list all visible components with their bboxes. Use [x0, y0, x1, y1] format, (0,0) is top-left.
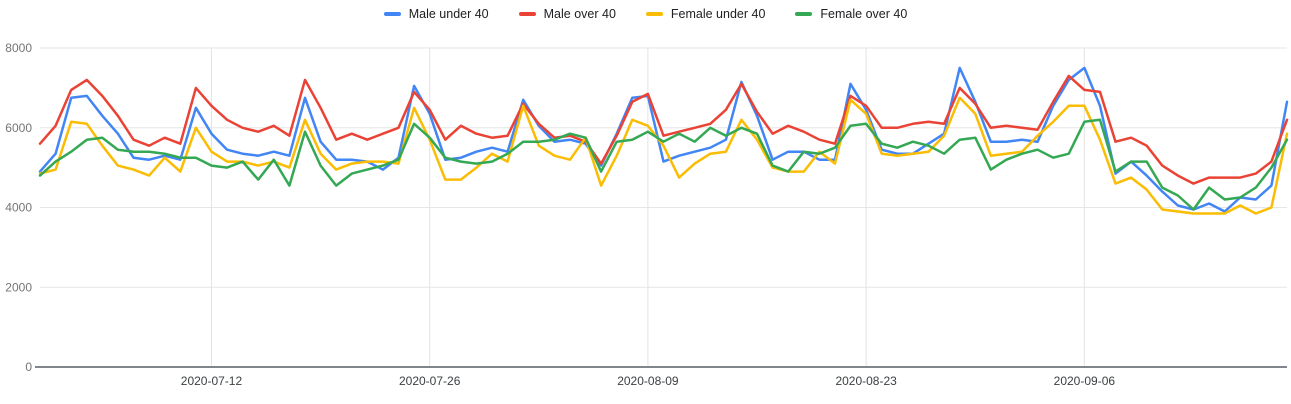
legend: Male under 40 Male over 40 Female under 40…: [0, 5, 1291, 23]
y-tick-label: 4000: [5, 201, 32, 215]
series-lines: [38, 66, 1289, 215]
x-tick-label: 2020-07-12: [181, 374, 243, 388]
legend-label: Female under 40: [670, 7, 766, 21]
legend-swatch-female-over-40: [795, 12, 813, 16]
y-tick-label: 0: [25, 360, 32, 374]
series-line-female-under-40: [38, 96, 1289, 215]
legend-label: Male over 40: [543, 7, 616, 21]
x-tick-label: 2020-09-06: [1054, 374, 1116, 388]
legend-label: Female over 40: [820, 7, 908, 21]
series-line-male-over-40: [38, 74, 1289, 185]
legend-swatch-female-under-40: [645, 12, 663, 16]
x-tick-label: 2020-08-23: [835, 374, 897, 388]
series-line-female-over-40: [38, 118, 1289, 211]
legend-label: Male under 40: [408, 7, 489, 21]
y-tick-label: 8000: [5, 41, 32, 55]
y-tick-label: 6000: [5, 121, 32, 135]
legend-item-male-over-40: Male over 40: [518, 5, 616, 23]
y-axis: 0 2000 4000 6000 8000: [5, 41, 1287, 374]
y-tick-label: 2000: [5, 280, 32, 294]
legend-swatch-male-over-40: [518, 12, 536, 16]
x-axis: 2020-07-12 2020-07-26 2020-08-09 2020-08-23…: [181, 48, 1116, 388]
x-tick-label: 2020-08-09: [617, 374, 679, 388]
legend-item-male-under-40: Male under 40: [383, 5, 489, 23]
legend-swatch-male-under-40: [383, 12, 401, 16]
series-line-male-under-40: [38, 66, 1289, 213]
legend-item-female-over-40: Female over 40: [795, 5, 907, 23]
x-tick-label: 2020-07-26: [399, 374, 461, 388]
legend-item-female-under-40: Female under 40: [645, 5, 766, 23]
